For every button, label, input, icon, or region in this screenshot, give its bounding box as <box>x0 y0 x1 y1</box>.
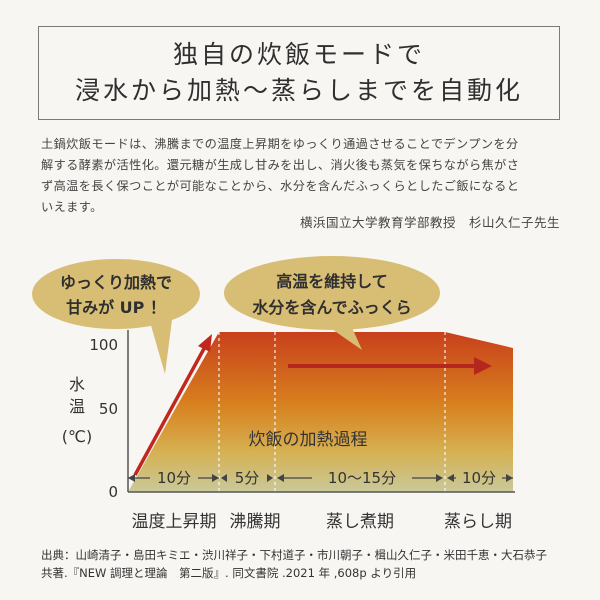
description-line-2: 解する酵素が活性化。還元糖が生成し甘みを出し、消火後も蒸気を保ちながら焦がさ <box>41 158 520 172</box>
bubble-left-line-2: 甘みが UP ！ <box>66 298 166 317</box>
source-line-1: 出典：山崎清子・島田キミエ・渋川祥子・下村道子・市川朝子・楫山久仁子・米田千恵・… <box>41 548 547 562</box>
attribution: 横浜国立大学教育学部教授 杉山久仁子先生 <box>299 215 560 230</box>
bubble-right-line-1: 高温を維持して <box>276 272 388 291</box>
y-tick-0: 0 <box>108 483 118 501</box>
plateau-arrow-head <box>474 357 492 375</box>
title-line-2: 浸水から加熱～蒸らしまでを自動化 <box>74 76 523 105</box>
rising-arrow-head <box>198 334 212 352</box>
bubble-right: 高温を維持して 水分を含んでふっくら <box>224 256 440 350</box>
process-label: 炊飯の加熱過程 <box>249 430 368 450</box>
rising-arrow <box>133 344 208 476</box>
source-line-2: 共著.『NEW 調理と理論 第二版』. 同文書院 .2021 年 ,608p よ… <box>41 566 417 580</box>
description-line-3: ず高温を長く保つことが可能なことから、水分を含んだふっくらとしたご飯になると <box>41 179 520 193</box>
title-box: 独自の炊飯モードで 浸水から加熱～蒸らしまでを自動化 <box>38 26 560 120</box>
bubble-left: ゆっくり加熱で 甘みが UP ！ <box>32 259 200 374</box>
bubble-left-line-1: ゆっくり加熱で <box>60 273 172 292</box>
segment-4-duration: 10分 <box>462 469 496 487</box>
bubble-right-line-2: 水分を含んでふっくら <box>252 298 411 317</box>
phase-1-label: 温度上昇期 <box>132 512 217 532</box>
heating-curve-area <box>128 332 513 492</box>
phase-4-label: 蒸らし期 <box>444 512 512 532</box>
description-text: 土鍋炊飯モードは、沸騰までの温度上昇期をゆっくり通過させることでデンプンを分 解… <box>41 134 561 218</box>
y-tick-100: 100 <box>89 336 118 354</box>
phase-2-label: 沸騰期 <box>230 512 281 532</box>
y-axis-label-1: 水 <box>69 375 85 394</box>
segment-3-duration: 10～15分 <box>328 469 396 487</box>
phase-3-label: 蒸し煮期 <box>326 512 394 532</box>
description-line-1: 土鍋炊飯モードは、沸騰までの温度上昇期をゆっくり通過させることでデンプンを分 <box>41 137 519 151</box>
y-axis-label-3: (℃) <box>62 427 92 446</box>
title-line-1: 独自の炊飯モードで <box>172 40 425 69</box>
segment-1-duration: 10分 <box>157 469 191 487</box>
y-tick-50: 50 <box>99 400 118 418</box>
source-citation: 出典：山崎清子・島田キミエ・渋川祥子・下村道子・市川朝子・楫山久仁子・米田千恵・… <box>41 546 581 582</box>
y-axis-label-2: 温 <box>69 397 85 416</box>
description-line-4: いえます。 <box>41 200 103 214</box>
segment-2-duration: 5分 <box>235 469 260 487</box>
